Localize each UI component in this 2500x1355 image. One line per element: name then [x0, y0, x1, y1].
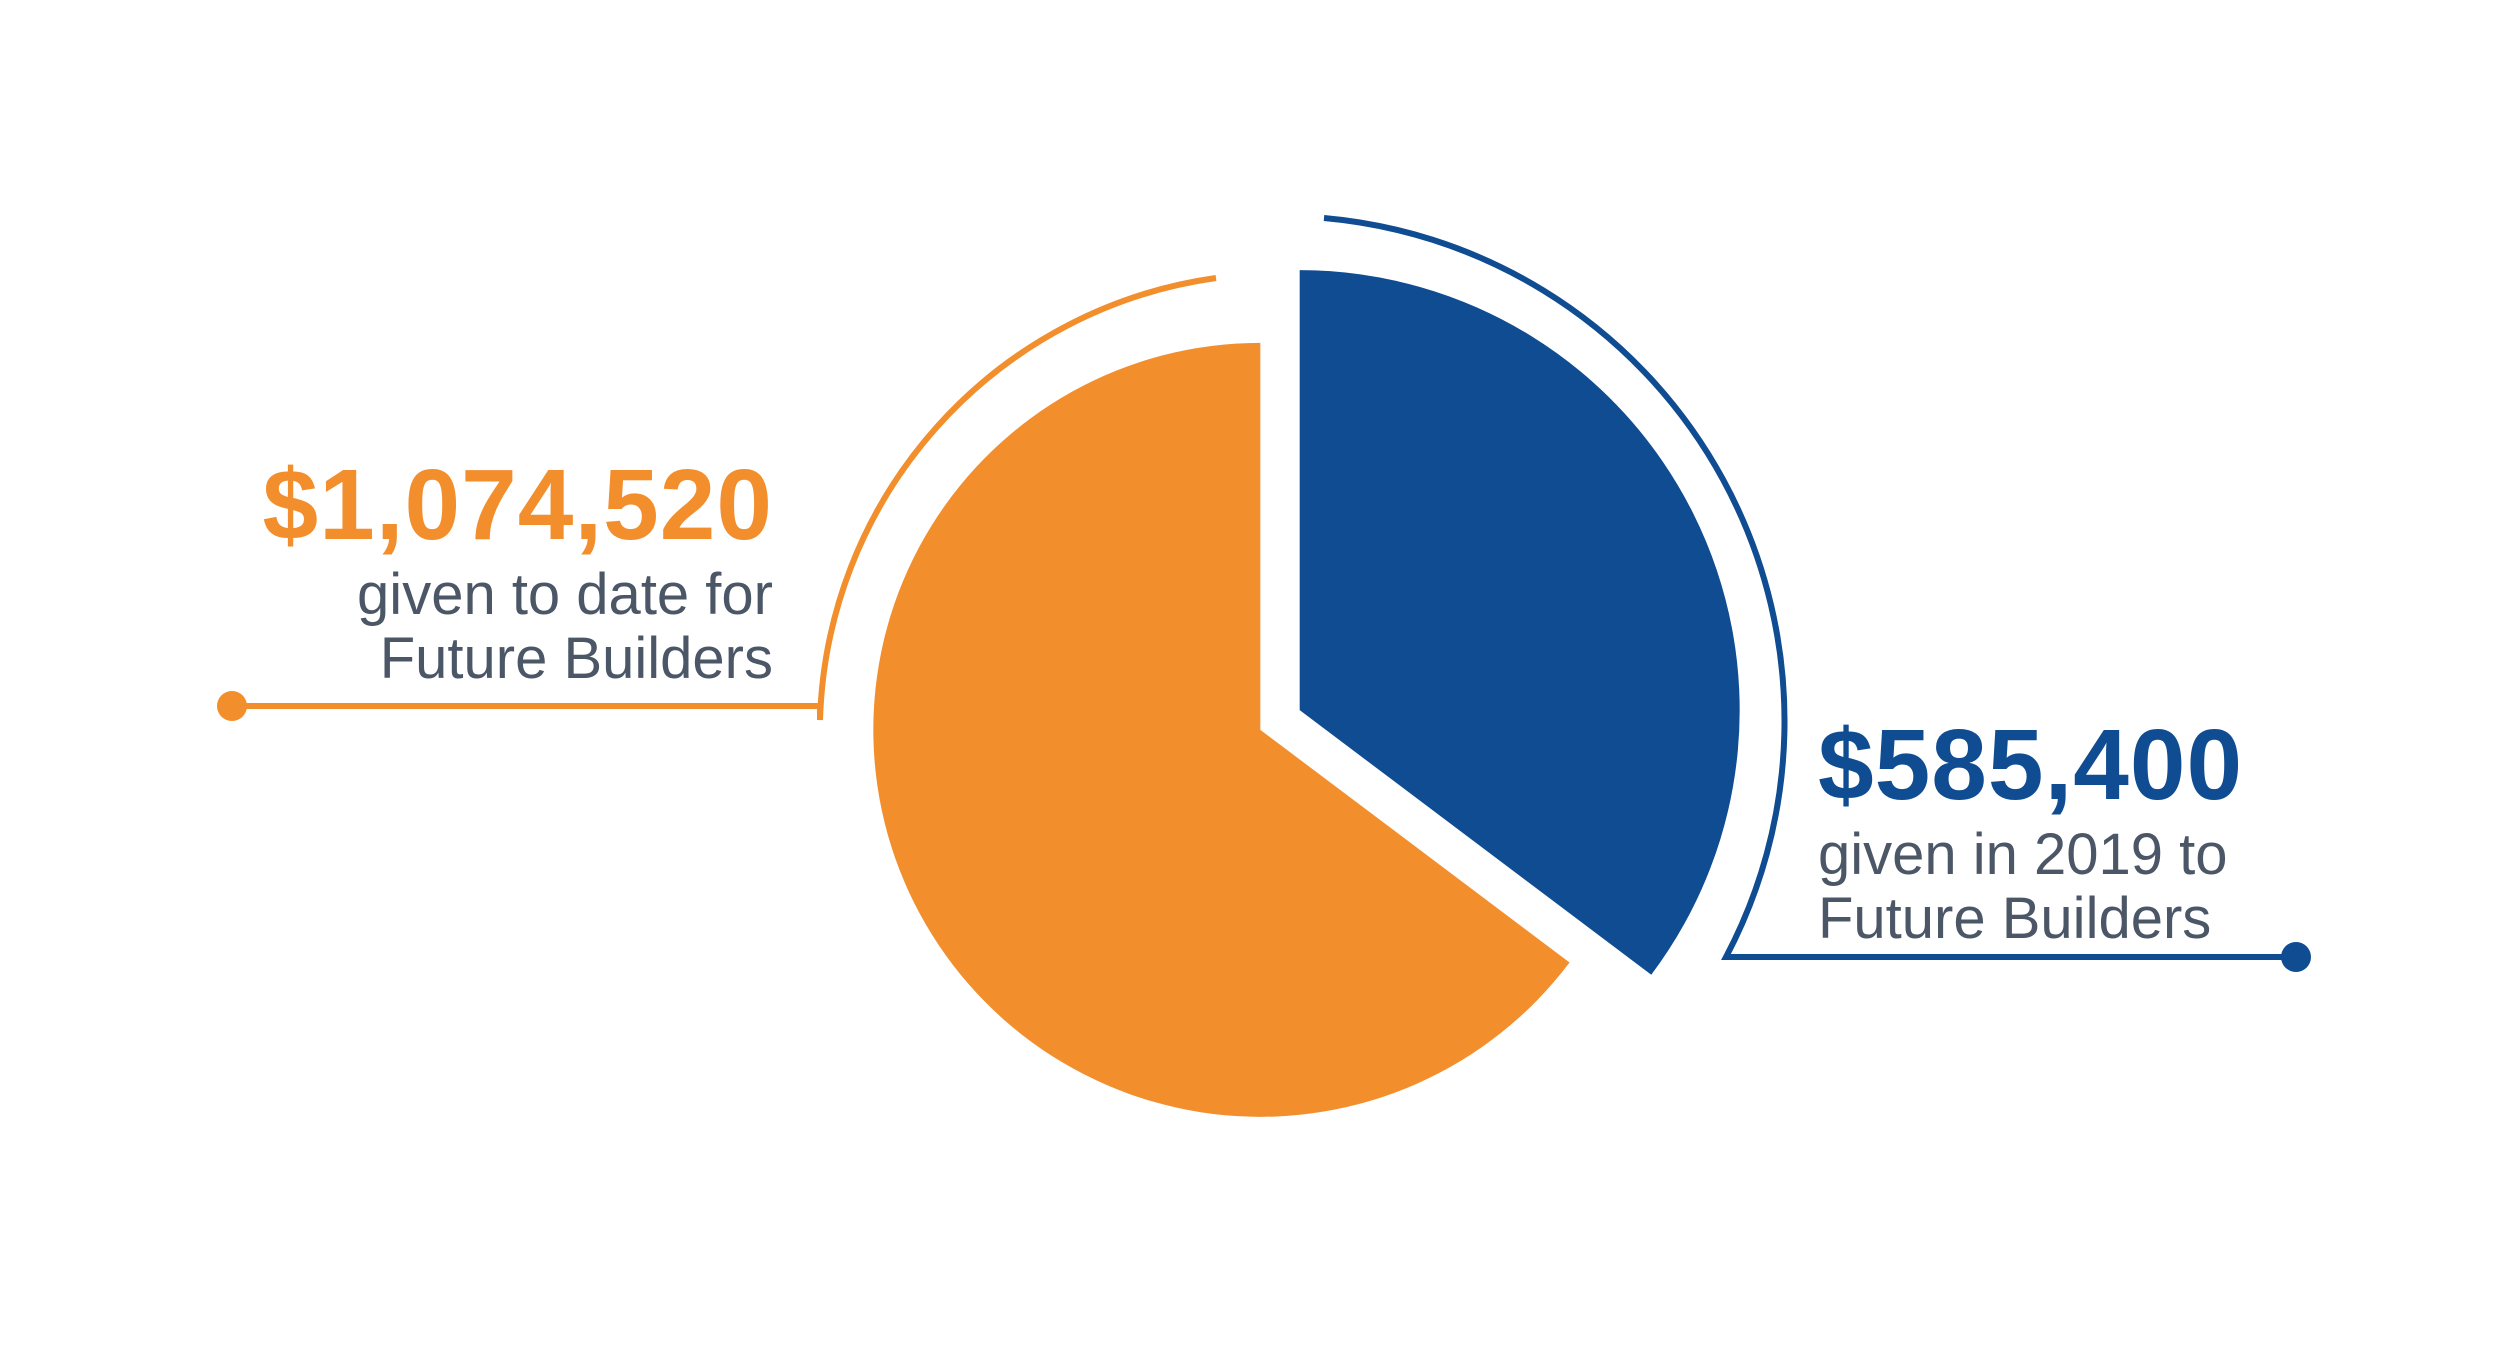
leader-line [1323, 215, 2296, 960]
pie [873, 270, 1740, 1117]
description: given to date for Future Builders [357, 562, 773, 691]
value-label: $1,074,520 [262, 449, 773, 561]
value-label: $585,400 [1818, 709, 2244, 821]
pie-slice [1299, 270, 1740, 975]
pie-slice [873, 342, 1570, 1117]
leader-dot [217, 691, 247, 721]
slice-label: $585,400 given in 2019 to Future Builder… [1818, 715, 2248, 951]
slice-label: $1,074,520 given to date for Future Buil… [213, 449, 774, 691]
leader-line [232, 275, 1217, 721]
description: given in 2019 to Future Builders [1818, 822, 2228, 951]
leader-dot [2281, 942, 2311, 972]
